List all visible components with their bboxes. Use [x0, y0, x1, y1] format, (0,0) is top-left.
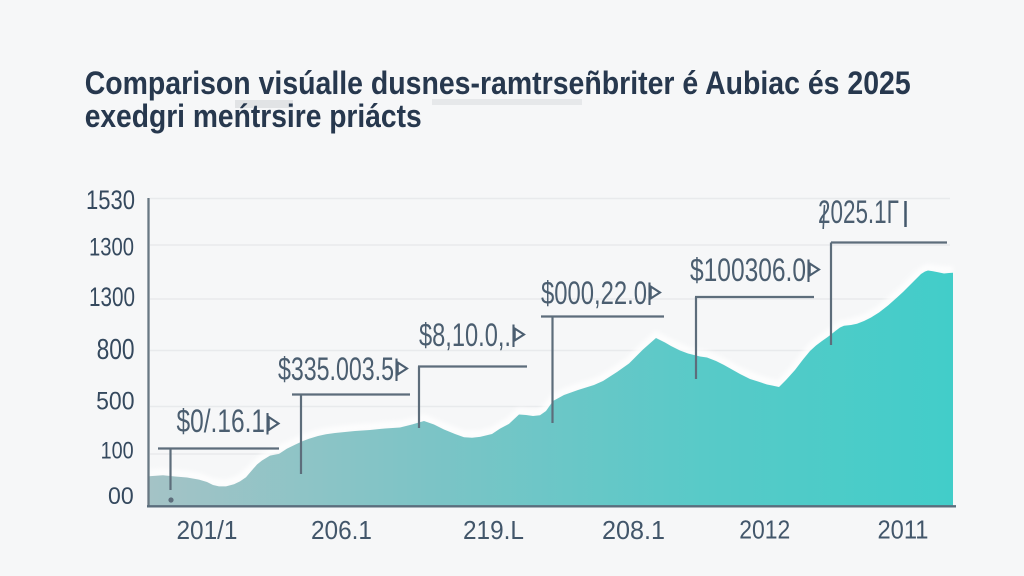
svg-text:$100306.0: $100306.0	[690, 252, 806, 288]
svg-text:Comparison visúalle dusnes-ram: Comparison visúalle dusnes-ramtrseñbrite…	[85, 65, 911, 101]
svg-text:2025.1Γ: 2025.1Γ	[818, 194, 899, 230]
svg-text:500: 500	[96, 387, 134, 415]
svg-text:1300: 1300	[89, 282, 135, 312]
svg-text:$000,22.0: $000,22.0	[541, 275, 647, 311]
svg-text:2012: 2012	[739, 515, 790, 545]
svg-text:100: 100	[101, 438, 134, 465]
svg-text:$0/.16.1: $0/.16.1	[177, 403, 266, 439]
svg-text:1530: 1530	[86, 185, 135, 215]
svg-text:$335.003.5: $335.003.5	[278, 351, 394, 387]
svg-text:208.1: 208.1	[602, 515, 665, 545]
svg-text:exedgri meńtrsire priácts: exedgri meńtrsire priácts	[85, 98, 422, 134]
svg-text:201/1: 201/1	[177, 515, 238, 545]
svg-text:00: 00	[108, 483, 134, 510]
svg-text:219.L: 219.L	[463, 515, 524, 545]
svg-text:206.1: 206.1	[311, 515, 372, 545]
svg-text:$8,10.0,.: $8,10.0,.	[419, 317, 511, 353]
svg-text:1300: 1300	[89, 234, 134, 262]
svg-text:800: 800	[97, 334, 135, 366]
svg-text:2011: 2011	[878, 515, 929, 545]
